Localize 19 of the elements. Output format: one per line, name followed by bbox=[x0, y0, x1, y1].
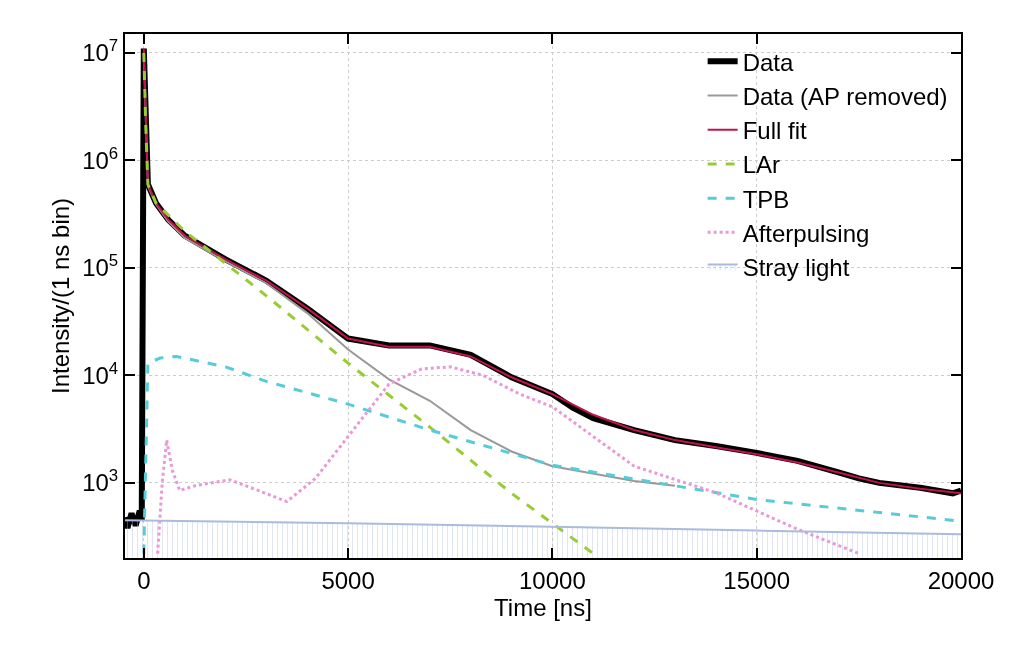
x-tick-label: 0 bbox=[137, 566, 151, 594]
legend-label: Stray light bbox=[742, 253, 850, 281]
y-axis-title: Intensity/(1 ns bin) bbox=[46, 197, 74, 395]
y-tick-label: 10$^{6}$ bbox=[82, 143, 119, 174]
y-tick-label: 10$^{4}$ bbox=[82, 358, 119, 389]
y-tick-label: 10$^{7}$ bbox=[82, 36, 119, 67]
x-tick-label: 10000 bbox=[519, 566, 586, 594]
y-tick-label: 10$^{5}$ bbox=[82, 251, 119, 282]
legend-label: Data bbox=[742, 48, 794, 76]
legend-label: Afterpulsing bbox=[742, 219, 870, 247]
legend-label: TPB bbox=[742, 185, 790, 213]
x-axis-title: Time [ns] bbox=[494, 593, 592, 621]
y-tick-label: 10$^{3}$ bbox=[82, 466, 119, 497]
x-tick-label: 5000 bbox=[321, 566, 375, 594]
x-tick-label: 15000 bbox=[723, 566, 791, 594]
x-tick-label: 20000 bbox=[927, 566, 995, 594]
legend-label: Data (AP removed) bbox=[742, 82, 948, 110]
legend-label: Full fit bbox=[742, 117, 807, 145]
legend-label: LAr bbox=[742, 151, 780, 179]
